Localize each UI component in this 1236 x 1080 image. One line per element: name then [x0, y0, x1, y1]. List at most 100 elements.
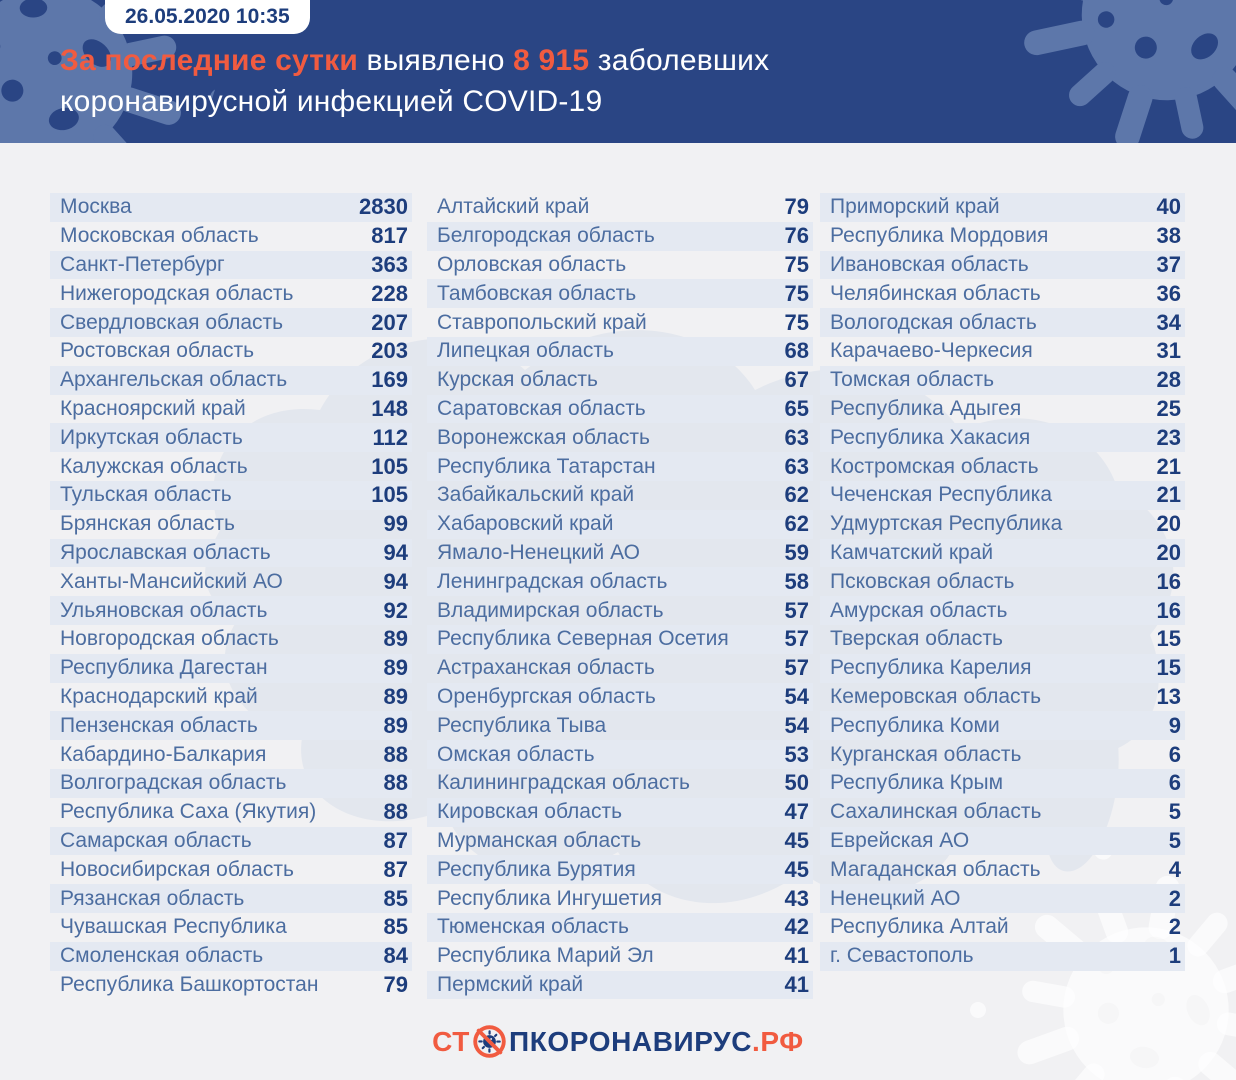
- table-row: Ненецкий АО 2: [820, 884, 1185, 913]
- region-value: 58: [784, 568, 809, 594]
- region-name: Орловская область: [437, 252, 627, 276]
- table-row: Магаданская область 4: [820, 855, 1185, 884]
- region-name: Республика Адыгея: [830, 396, 1022, 420]
- region-name: Архангельская область: [60, 368, 288, 392]
- region-name: Новосибирская область: [60, 857, 294, 881]
- region-value: 57: [784, 655, 809, 681]
- table-row: Республика Северная Осетия 57: [427, 624, 813, 654]
- region-name: Республика Алтай: [830, 915, 1009, 939]
- region-name: Амурская область: [830, 598, 1008, 622]
- region-value: 54: [784, 683, 809, 709]
- region-name: Республика Ингушетия: [437, 886, 663, 910]
- region-name: Тамбовская область: [437, 281, 637, 305]
- region-value: 817: [371, 223, 408, 249]
- table-row: Республика Крым 6: [820, 768, 1185, 798]
- regions-column-2: Алтайский край 79 Белгородская область 76 Ор…: [427, 193, 813, 1000]
- table-row: Тюменская область 42: [427, 912, 813, 942]
- table-row: Ленинградская область 58: [427, 567, 813, 597]
- region-value: 92: [383, 597, 408, 623]
- region-value: 42: [784, 914, 809, 940]
- region-name: Приморский край: [830, 195, 1000, 219]
- region-value: 228: [371, 280, 408, 306]
- table-row: Калужская область 105: [50, 452, 412, 481]
- table-row: Приморский край 40: [820, 193, 1185, 222]
- table-row: Московская область 817: [50, 222, 412, 251]
- table-row: Пермский край 41: [427, 970, 813, 1000]
- table-row: Ярославская область 94: [50, 538, 412, 568]
- region-name: Курская область: [437, 368, 598, 392]
- region-name: Калужская область: [60, 454, 248, 478]
- table-row: Республика Дагестан 89: [50, 653, 412, 683]
- region-value: 6: [1168, 770, 1181, 796]
- region-value: 63: [784, 453, 809, 479]
- region-value: 88: [383, 799, 408, 825]
- region-value: 5: [1168, 799, 1181, 825]
- region-name: Ямало-Ненецкий АО: [437, 540, 640, 564]
- region-name: Пермский край: [437, 972, 584, 996]
- table-row: г. Севастополь 1: [820, 941, 1185, 971]
- regions-table: Москва 2830 Московская область 817 Санкт-Пет…: [50, 193, 1185, 1000]
- region-name: Хабаровский край: [437, 512, 614, 536]
- table-row: Оренбургская область 54: [427, 682, 813, 712]
- table-row: Владимирская область 57: [427, 596, 813, 625]
- region-name: Вологодская область: [830, 310, 1037, 334]
- region-value: 28: [1156, 367, 1181, 393]
- region-name: Нижегородская область: [60, 281, 294, 305]
- table-row: Республика Ингушетия 43: [427, 884, 813, 913]
- region-name: Республика Татарстан: [437, 454, 656, 478]
- table-row: Краснодарский край 89: [50, 683, 412, 712]
- region-value: 79: [383, 971, 408, 997]
- region-name: Москва: [60, 195, 132, 219]
- table-row: Республика Коми 9: [820, 711, 1185, 741]
- region-value: 75: [784, 280, 809, 306]
- table-row: Республика Алтай 2: [820, 913, 1185, 942]
- region-name: Республика Саха (Якутия): [60, 800, 317, 824]
- region-name: Удмуртская Республика: [830, 512, 1063, 536]
- table-row: Удмуртская Республика 20: [820, 510, 1185, 539]
- table-row: Ставропольский край 75: [427, 308, 813, 337]
- region-name: Тульская область: [60, 483, 232, 507]
- region-value: 40: [1156, 194, 1181, 220]
- region-value: 2830: [359, 194, 408, 220]
- logo-text-middle: ПКОРОНАВИРУС: [509, 1025, 753, 1057]
- region-name: Забайкальский край: [437, 483, 635, 507]
- timestamp-text: 26.05.2020 10:35: [125, 5, 290, 28]
- region-name: Иркутская область: [60, 425, 243, 449]
- table-row: Архангельская область 169: [50, 365, 412, 395]
- region-name: Ивановская область: [830, 252, 1029, 276]
- region-name: Кировская область: [437, 800, 623, 824]
- region-name: Республика Мордовия: [830, 224, 1049, 248]
- region-name: Костромская область: [830, 454, 1039, 478]
- region-value: 20: [1156, 539, 1181, 565]
- table-row: Курганская область 6: [820, 740, 1185, 769]
- table-row: Кировская область 47: [427, 797, 813, 827]
- region-value: 89: [383, 626, 408, 652]
- table-row: Нижегородская область 228: [50, 279, 412, 308]
- table-row: Республика Марий Эл 41: [427, 942, 813, 971]
- region-value: 20: [1156, 511, 1181, 537]
- region-name: Сахалинская область: [830, 800, 1042, 824]
- table-row: Хабаровский край 62: [427, 509, 813, 539]
- region-value: 15: [1156, 626, 1181, 652]
- logo-text-prefix: СТ: [432, 1025, 470, 1057]
- region-value: 21: [1156, 482, 1181, 508]
- headline-text: заболевших: [589, 44, 770, 77]
- region-value: 57: [784, 597, 809, 623]
- table-row: Рязанская область 85: [50, 884, 412, 913]
- table-row: Ростовская область 203: [50, 337, 412, 366]
- region-value: 363: [371, 251, 408, 277]
- region-value: 105: [371, 482, 408, 508]
- region-value: 84: [383, 943, 408, 969]
- region-name: Республика Марий Эл: [437, 944, 654, 968]
- region-value: 9: [1168, 712, 1181, 738]
- headline-accent-phrase: За последние сутки: [60, 44, 359, 77]
- table-row: Новосибирская область 87: [50, 855, 412, 884]
- region-name: Краснодарский край: [60, 684, 258, 708]
- table-row: Республика Адыгея 25: [820, 395, 1185, 424]
- region-name: Белгородская область: [437, 224, 655, 248]
- table-row: Чеченская Республика 21: [820, 480, 1185, 510]
- region-name: Омская область: [437, 742, 595, 766]
- region-value: 53: [784, 741, 809, 767]
- region-name: Республика Башкортостан: [60, 972, 319, 996]
- region-value: 6: [1168, 741, 1181, 767]
